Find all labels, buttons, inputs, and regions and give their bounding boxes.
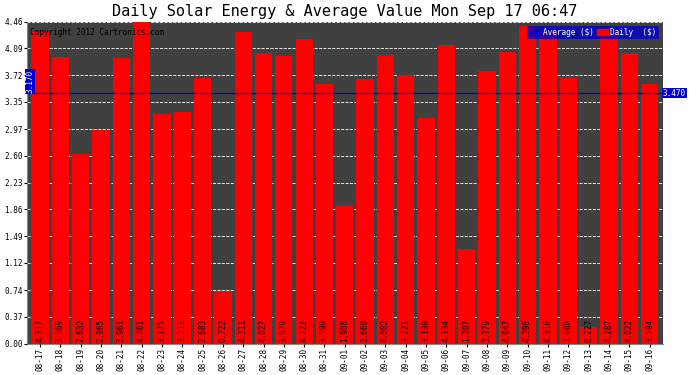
Text: 3.594: 3.594 [645,319,654,342]
Bar [377,55,394,344]
Text: 4.316: 4.316 [544,319,553,342]
Text: Copyright 2012 Cartronics.com: Copyright 2012 Cartronics.com [30,28,164,37]
Text: 2.965: 2.965 [97,319,106,342]
Bar [133,22,150,344]
Bar [641,84,658,344]
Bar [560,77,577,344]
Bar [357,80,374,344]
Text: 3.683: 3.683 [198,319,207,342]
Bar [580,327,597,344]
Text: 3.688: 3.688 [564,319,573,342]
Bar [295,39,313,344]
Bar [174,112,191,344]
Text: 0.227: 0.227 [584,319,593,342]
Bar [600,34,618,344]
Text: 4.022: 4.022 [624,319,633,342]
Text: 3.660: 3.660 [361,319,370,342]
Bar [458,249,475,344]
Bar [214,291,232,344]
Text: 4.287: 4.287 [604,319,613,342]
Bar [499,51,516,344]
Bar [72,154,89,344]
Text: 4.027: 4.027 [259,319,268,342]
Bar [194,78,211,344]
Bar [235,33,252,344]
Bar [153,114,170,344]
Text: 4.222: 4.222 [299,319,308,342]
Bar [52,57,69,344]
Text: 1.307: 1.307 [462,319,471,342]
Legend: Average ($), Daily  ($): Average ($), Daily ($) [526,26,659,39]
Text: 4.047: 4.047 [503,319,512,342]
Text: 3.779: 3.779 [482,319,491,342]
Bar [275,56,293,344]
Bar [255,53,272,344]
Bar [540,32,557,344]
Text: 3.211: 3.211 [178,319,187,342]
Text: 3.599: 3.599 [320,319,329,342]
Bar [92,130,110,344]
Text: 4.134: 4.134 [442,319,451,342]
Bar [478,71,495,344]
Text: 4.317: 4.317 [36,319,45,342]
Bar [519,26,536,344]
Text: 1.908: 1.908 [340,319,349,342]
Text: 4.396: 4.396 [523,319,532,342]
Text: 3.470: 3.470 [662,88,686,98]
Bar [437,45,455,344]
Bar [417,118,435,344]
Text: 4.002: 4.002 [381,319,390,342]
Text: 4.311: 4.311 [239,319,248,342]
Text: 3.961: 3.961 [117,319,126,342]
Title: Daily Solar Energy & Average Value Mon Sep 17 06:47: Daily Solar Energy & Average Value Mon S… [112,4,578,19]
Text: 3.130: 3.130 [422,319,431,342]
Text: 3.170: 3.170 [26,70,34,93]
Text: 3.969: 3.969 [56,319,65,342]
Bar [112,58,130,344]
Bar [32,32,49,344]
Bar [397,75,415,344]
Text: 3.175: 3.175 [157,319,166,342]
Bar [620,53,638,344]
Bar [336,206,353,344]
Bar [316,84,333,344]
Text: 2.632: 2.632 [76,319,85,342]
Text: 3.721: 3.721 [401,319,411,342]
Text: 3.979: 3.979 [279,319,288,342]
Text: 4.461: 4.461 [137,319,146,342]
Text: 0.722: 0.722 [218,319,228,342]
